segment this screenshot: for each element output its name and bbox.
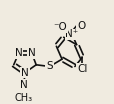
Text: N: N (20, 80, 27, 90)
Text: ⁻O: ⁻O (53, 22, 67, 32)
Text: N: N (15, 48, 22, 58)
Text: S: S (46, 61, 52, 71)
Text: N: N (21, 68, 29, 78)
Text: N: N (20, 80, 27, 90)
Text: N: N (28, 48, 35, 58)
Text: CH₃: CH₃ (15, 93, 33, 103)
Text: Cl: Cl (76, 64, 87, 74)
Text: O: O (76, 20, 84, 30)
Text: N⁺: N⁺ (65, 30, 78, 40)
